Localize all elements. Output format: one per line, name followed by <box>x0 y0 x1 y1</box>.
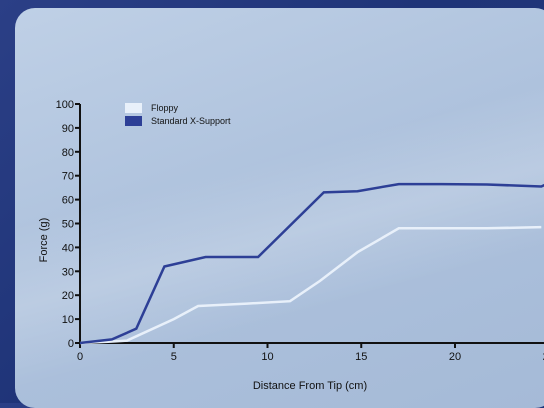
y-tick-label: 30 <box>62 266 74 278</box>
y-tick-label: 100 <box>56 99 74 111</box>
legend-label: Standard X-Support <box>151 116 231 126</box>
y-tick-label: 50 <box>62 219 74 231</box>
y-tick-label: 0 <box>68 338 74 350</box>
legend-label: Floppy <box>151 103 179 113</box>
y-tick-label: 60 <box>62 195 74 207</box>
series-line-standard-x-support <box>79 182 544 345</box>
y-tick-label: 90 <box>62 123 74 135</box>
y-axis-label: Force (g) <box>38 218 50 263</box>
y-tick-label: 10 <box>62 314 74 326</box>
x-tick-label: 15 <box>355 351 367 363</box>
series-line-floppy <box>79 225 542 345</box>
y-tick-label: 80 <box>62 147 74 159</box>
x-tick-label: 0 <box>77 351 83 363</box>
y-tick-label: 20 <box>62 290 74 302</box>
y-tick-label: 70 <box>62 171 74 183</box>
x-tick-label: 20 <box>449 351 461 363</box>
x-tick-label: 5 <box>171 351 177 363</box>
y-tick-label: 40 <box>62 242 74 254</box>
x-axis-label: Distance From Tip (cm) <box>253 380 367 392</box>
legend-swatch <box>125 116 142 126</box>
x-tick-label: 10 <box>261 351 273 363</box>
legend-swatch <box>125 103 142 113</box>
x-tick-label: 25 <box>543 351 544 363</box>
